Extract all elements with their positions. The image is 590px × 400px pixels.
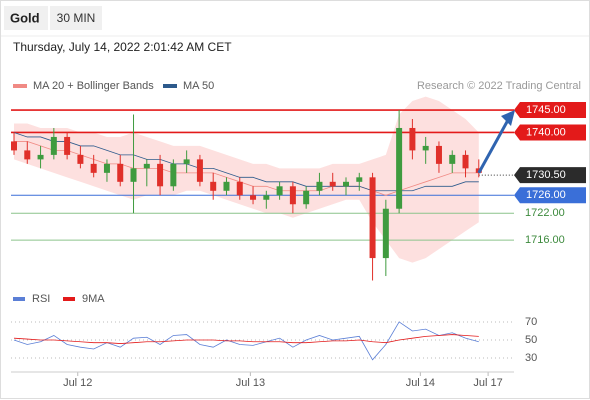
legend-label: MA 20 + Bollinger Bands (33, 80, 154, 92)
candle-body (11, 141, 17, 151)
candle-body (422, 145, 429, 151)
candle-body (170, 163, 177, 187)
candle-body (77, 154, 84, 164)
legend-label: RSI (32, 293, 50, 305)
level-label: 1722.00 (525, 207, 565, 219)
candle-body (396, 127, 403, 209)
level-label: 1730.50 (526, 169, 566, 181)
title-tab (4, 6, 48, 30)
subtitle: Thursday, July 14, 2022 2:01:42 AM CET (13, 40, 232, 54)
candle-body (117, 163, 124, 182)
rsi-line (13, 321, 479, 361)
level-label: 1740.00 (526, 126, 566, 138)
level-tag (514, 102, 586, 119)
level-tag (514, 187, 586, 204)
legend-swatch (63, 297, 75, 301)
candle-body (103, 163, 110, 173)
y-tick-label: 70 (525, 316, 537, 328)
candle-body (50, 136, 57, 155)
candle-body (250, 195, 257, 200)
level-label: 1726.00 (526, 189, 566, 201)
candle-body (143, 163, 150, 169)
candle-body (382, 208, 389, 259)
candle-body (369, 177, 376, 259)
bollinger-band (14, 96, 479, 263)
legend-swatch (163, 84, 177, 88)
x-tick-label: Jul 17 (473, 377, 502, 389)
candle-body (210, 181, 217, 191)
candle-body (130, 168, 137, 182)
timeframe-tab[interactable] (50, 6, 102, 30)
legend-label: MA 50 (183, 80, 214, 92)
credit: Research © 2022 Trading Central (417, 80, 581, 92)
candle-body (329, 181, 336, 187)
candle-body (263, 195, 270, 200)
candle-body (343, 181, 349, 187)
y-tick-label: 50 (525, 334, 537, 346)
candle-body (435, 145, 442, 164)
candle-body (64, 136, 71, 155)
candle-body (462, 154, 469, 169)
candle-body (356, 177, 363, 182)
candle-body (449, 154, 456, 164)
chart-title: Gold (10, 10, 40, 25)
level-tag (514, 124, 586, 141)
candle-body (223, 181, 230, 191)
candle-body (24, 150, 31, 160)
legend-label: 9MA (82, 293, 105, 305)
timeframe[interactable]: 30 MIN (57, 11, 96, 25)
x-tick-label: Jul 13 (236, 377, 265, 389)
candle-body (276, 186, 283, 196)
x-tick-label: Jul 14 (406, 377, 435, 389)
candle-body (289, 186, 296, 205)
candle-body (37, 154, 44, 160)
candle-body (90, 163, 97, 173)
forecast-arrowhead (501, 110, 515, 127)
candle-body (303, 190, 310, 205)
candle-body (183, 159, 190, 164)
legend-swatch (13, 84, 27, 88)
level-tag (514, 167, 586, 184)
candle-body (157, 163, 164, 187)
legend-swatch (13, 297, 25, 301)
candle-body (316, 181, 323, 191)
candle-body (196, 159, 203, 182)
y-tick-label: 30 (525, 352, 537, 364)
rsi-line (13, 334, 479, 344)
forecast-arrow (477, 119, 510, 174)
candle-body (236, 181, 243, 196)
level-label: 1745.00 (526, 104, 566, 116)
candle-body (409, 127, 416, 151)
x-tick-label: Jul 12 (63, 377, 92, 389)
level-label: 1716.00 (525, 234, 565, 246)
